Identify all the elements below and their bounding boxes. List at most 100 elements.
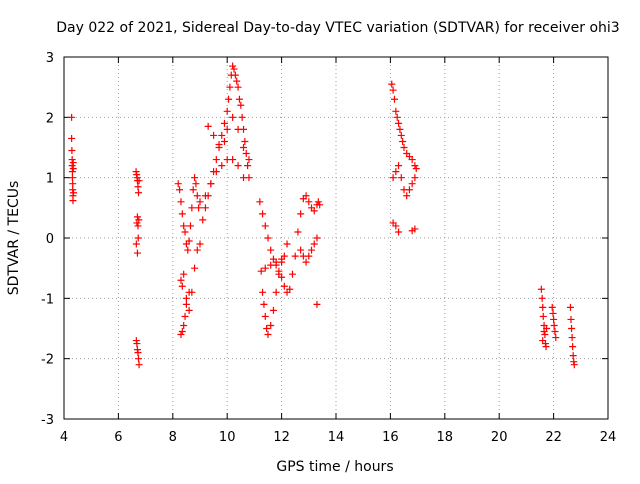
data-point bbox=[134, 183, 142, 191]
data-point bbox=[567, 315, 575, 323]
data-point bbox=[237, 101, 245, 109]
data-point bbox=[310, 207, 318, 215]
data-point bbox=[283, 240, 291, 248]
x-tick-label: 6 bbox=[114, 430, 122, 445]
data-point bbox=[267, 246, 275, 254]
data-point bbox=[191, 174, 199, 182]
data-point bbox=[235, 95, 243, 103]
data-point bbox=[201, 192, 209, 200]
data-point bbox=[238, 113, 246, 121]
data-point bbox=[68, 168, 76, 176]
data-point bbox=[272, 258, 280, 266]
data-point bbox=[412, 165, 420, 173]
data-point bbox=[185, 288, 193, 296]
data-point bbox=[395, 162, 403, 170]
data-point bbox=[272, 288, 280, 296]
data-point bbox=[218, 162, 226, 170]
plot-frame bbox=[63, 56, 609, 420]
data-point bbox=[244, 162, 252, 170]
data-point bbox=[135, 177, 143, 185]
data-point bbox=[226, 83, 234, 91]
data-point bbox=[234, 162, 242, 170]
data-point bbox=[267, 261, 275, 269]
x-tick-label: 18 bbox=[437, 430, 454, 445]
series-segment-12.5-13.4 bbox=[294, 192, 324, 308]
data-point bbox=[134, 234, 142, 242]
y-tick-label: -3 bbox=[41, 413, 54, 428]
data-point bbox=[305, 252, 313, 260]
data-point bbox=[269, 306, 277, 314]
data-point bbox=[245, 156, 253, 164]
grid-lines bbox=[64, 57, 608, 419]
data-point bbox=[264, 234, 272, 242]
y-tick-label: -1 bbox=[41, 292, 54, 307]
data-point bbox=[193, 192, 201, 200]
data-point bbox=[204, 122, 212, 130]
data-point bbox=[313, 234, 321, 242]
data-point bbox=[69, 186, 77, 194]
data-point bbox=[185, 237, 193, 245]
series-segment-4.3 bbox=[68, 113, 78, 205]
data-point bbox=[568, 334, 576, 342]
data-point bbox=[537, 285, 545, 293]
data-point bbox=[186, 222, 194, 230]
data-point bbox=[550, 321, 558, 329]
series-segment-8-9 bbox=[174, 174, 204, 339]
series-segment-6.7b bbox=[132, 337, 143, 369]
data-point bbox=[240, 144, 248, 151]
series-segment-21.6 bbox=[537, 285, 551, 351]
data-point bbox=[135, 355, 143, 363]
data-point bbox=[297, 210, 305, 218]
data-point bbox=[68, 147, 76, 155]
series-segment-11-12.5 bbox=[256, 198, 299, 339]
data-point bbox=[207, 180, 215, 188]
data-point bbox=[68, 162, 76, 170]
data-point bbox=[259, 288, 267, 296]
data-point bbox=[395, 228, 403, 236]
data-point bbox=[551, 328, 559, 336]
data-point bbox=[180, 270, 188, 278]
data-point bbox=[302, 192, 310, 200]
y-tick-label: -2 bbox=[41, 353, 54, 368]
y-tick-label: 0 bbox=[46, 232, 54, 247]
data-point bbox=[220, 137, 228, 145]
data-point bbox=[135, 216, 143, 224]
data-point bbox=[389, 86, 397, 94]
data-point bbox=[229, 62, 237, 70]
data-point bbox=[68, 113, 76, 121]
data-point bbox=[538, 294, 546, 302]
data-point bbox=[201, 204, 209, 212]
data-point bbox=[133, 340, 141, 348]
data-point bbox=[68, 174, 76, 182]
data-point bbox=[397, 131, 405, 139]
data-point bbox=[399, 137, 407, 145]
data-point bbox=[396, 125, 404, 133]
data-point bbox=[316, 201, 324, 209]
series-segment-9-10.8 bbox=[199, 62, 253, 224]
data-point bbox=[568, 325, 576, 332]
data-point bbox=[191, 264, 199, 272]
data-point bbox=[411, 225, 419, 233]
x-tick-label: 12 bbox=[273, 430, 290, 445]
data-point bbox=[176, 186, 184, 194]
data-point bbox=[308, 246, 316, 254]
data-point bbox=[408, 156, 416, 164]
data-point bbox=[397, 174, 405, 182]
data-point bbox=[199, 216, 207, 224]
data-point bbox=[177, 276, 185, 284]
data-point bbox=[68, 134, 76, 142]
data-point bbox=[133, 249, 141, 257]
data-point bbox=[302, 258, 310, 266]
chart-title: Day 022 of 2021, Sidereal Day-to-day VTE… bbox=[56, 20, 619, 36]
data-point bbox=[548, 303, 556, 311]
data-point bbox=[185, 306, 193, 314]
y-tick-label: 1 bbox=[46, 172, 54, 187]
data-point bbox=[405, 186, 413, 194]
data-point bbox=[542, 343, 550, 351]
data-point bbox=[181, 312, 189, 320]
data-point bbox=[286, 285, 294, 293]
data-point bbox=[189, 186, 197, 194]
data-point bbox=[231, 71, 239, 79]
